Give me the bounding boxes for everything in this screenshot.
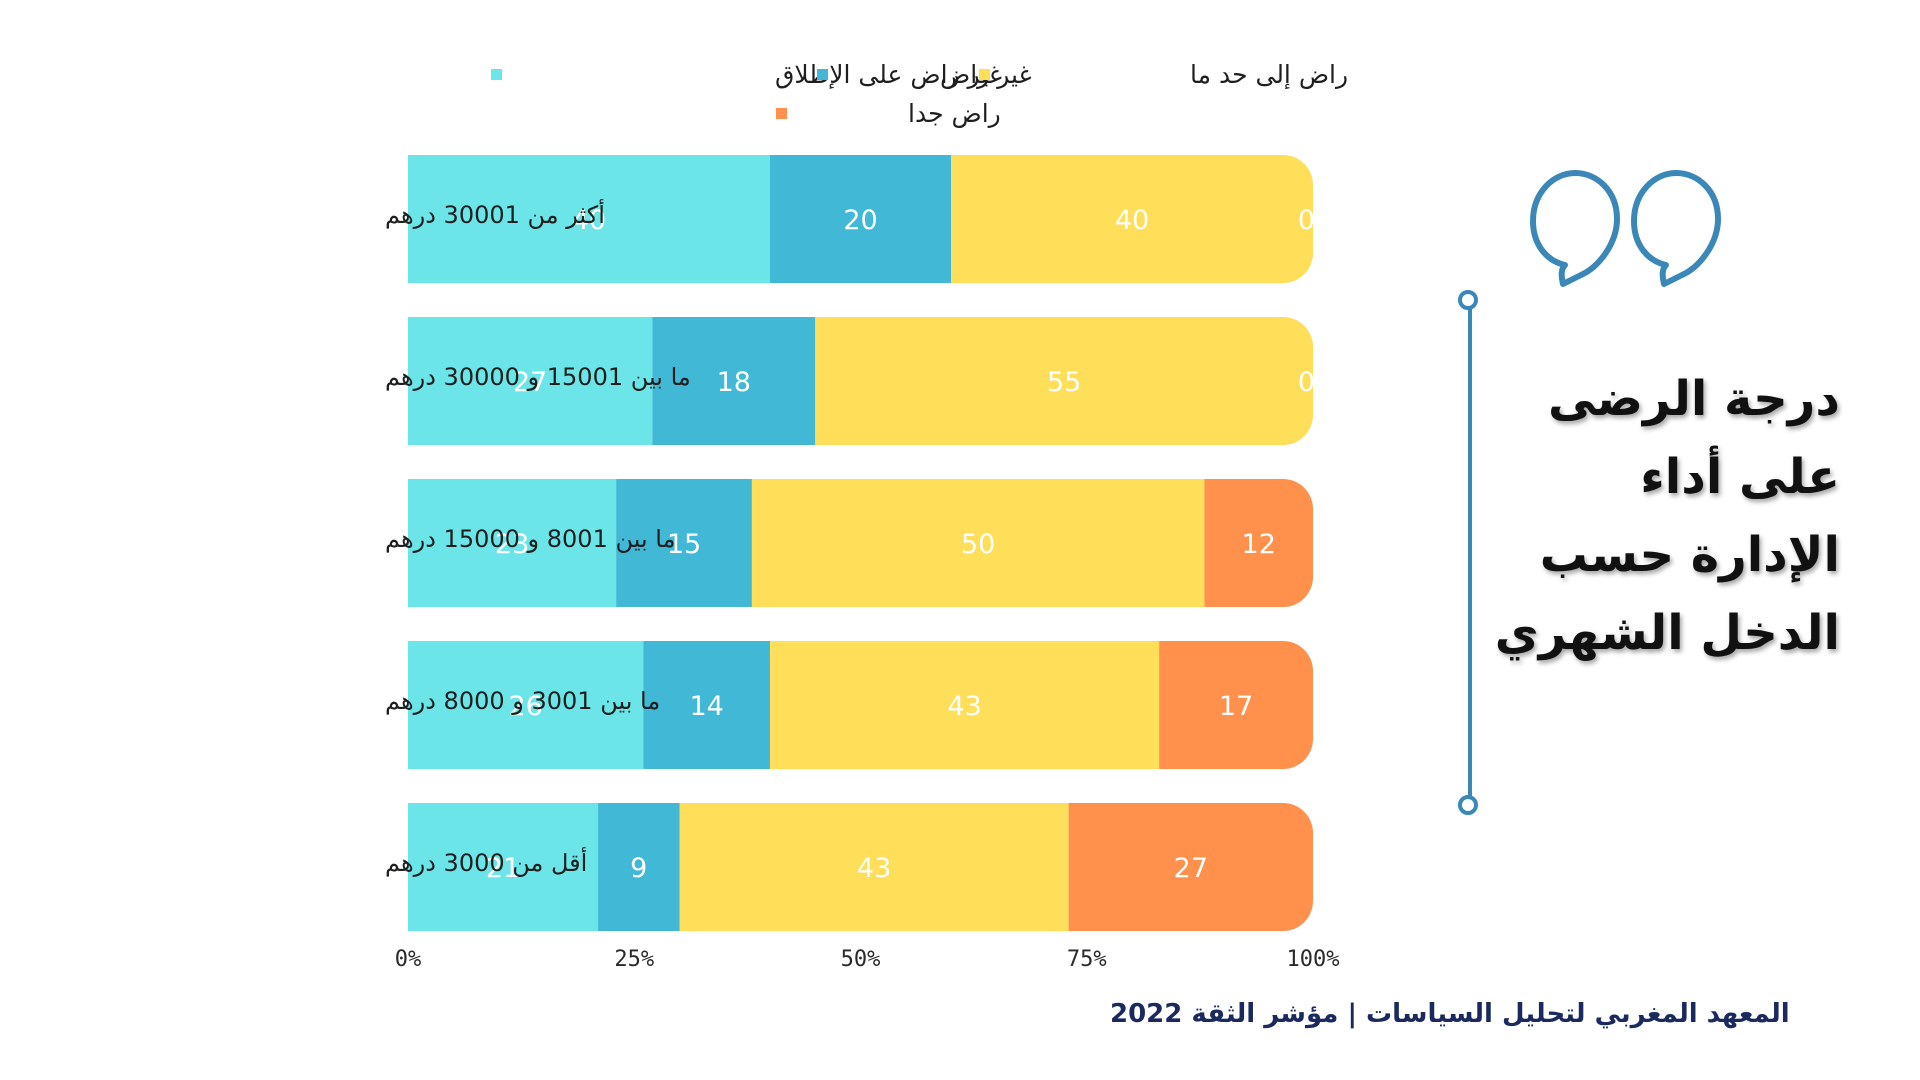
footer-source: المعهد المغربي لتحليل السياسات | مؤشر ال… [1110,999,1790,1029]
data-label: 14 [689,691,723,722]
bar-segment [616,479,752,607]
bar-row [408,803,1313,931]
bar-row [408,317,1313,445]
bar-segment [951,155,1313,283]
legend-swatch [776,108,787,119]
bar-segment [770,641,1160,769]
bar-segment [652,317,816,445]
data-label: 17 [1219,691,1253,722]
data-label: 9 [630,853,647,884]
category-label: أكثر من 30001 درهم [385,199,605,229]
bar-segment [408,317,653,445]
data-label: 27 [513,367,547,398]
legend-label: راض إلى حد ما [1190,60,1348,90]
quote-icon [1525,165,1725,299]
data-label: 40 [572,205,606,236]
bar-segment [1159,641,1313,769]
data-label: 40 [1115,205,1149,236]
bar-segment [751,479,1205,607]
x-tick-label: 25% [614,947,654,972]
data-label: 18 [717,367,751,398]
category-label: ما بين 15001 و 30000 درهم [385,363,691,391]
data-label: 27 [1174,853,1208,884]
accent-dot-bottom [1458,795,1478,815]
legend-label: راض جدا [908,99,1001,128]
data-label: 0 [1298,205,1315,236]
bar-segment [408,803,599,931]
data-label: 0 [1298,367,1315,398]
category-label: ما بين 8001 و 15000 درهم [385,525,675,553]
data-label: 50 [961,529,995,560]
legend-swatch [817,69,828,80]
x-tick-label: 50% [841,947,881,972]
x-axis-ticks: 0% 25% 50% 75% 100% [395,947,1340,972]
chart-bars: 40 20 40 0 أكثر من 30001 درهم 27 18 55 0 ما بين 1… [385,155,1315,931]
x-tick-label: 75% [1067,947,1107,972]
bar-row [408,479,1313,607]
data-label: 43 [947,691,981,722]
data-label: 20 [843,205,877,236]
data-label: 26 [508,691,542,722]
data-label: 55 [1047,367,1081,398]
bar-segment [408,155,770,283]
data-label: 43 [857,853,891,884]
bar-segment [598,803,680,931]
data-label: 12 [1242,529,1276,560]
category-label: أقل من 3000 درهم [385,847,587,877]
bar-segment [1204,479,1313,607]
legend-swatch [979,69,990,80]
legend-label: غير راض على الإطلاق [775,60,1002,89]
category-label: ما بين 3001 و 8000 درهم [385,687,660,715]
bar-segment [643,641,770,769]
data-label: 23 [495,529,529,560]
data-label: 15 [667,529,701,560]
title-accent-line [1468,300,1472,804]
legend-swatch [491,69,502,80]
bar-segment [679,803,1069,931]
bar-segment [815,317,1313,445]
bar-segment [408,479,617,607]
bar-segment [1068,803,1313,931]
accent-dot-top [1458,290,1478,310]
bar-row [408,641,1313,769]
bar-row [408,155,1313,283]
bar-segment [770,155,951,283]
data-label: 21 [486,853,520,884]
x-tick-label: 0% [395,947,422,972]
side-title: درجة الرضى على أداء الإدارة حسب الدخل ال… [1494,371,1840,661]
bar-segment [408,641,644,769]
x-tick-label: 100% [1287,947,1340,972]
